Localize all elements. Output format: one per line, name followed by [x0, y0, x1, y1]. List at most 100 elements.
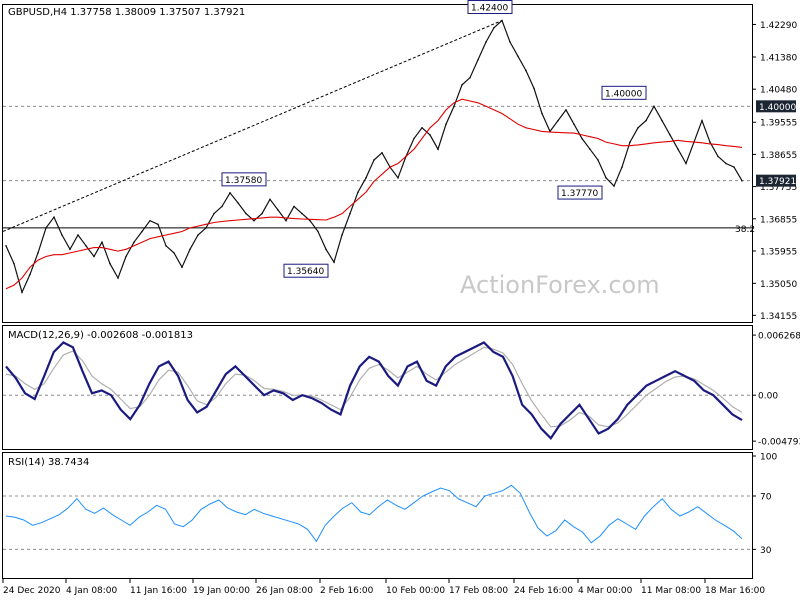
price-point — [165, 244, 167, 247]
x-tick-label: 17 Feb 08:00 — [449, 586, 508, 596]
price-tag-box — [756, 174, 796, 187]
price-point — [301, 212, 303, 215]
price-point — [701, 119, 703, 122]
price-point — [45, 227, 47, 229]
price-point — [109, 262, 111, 265]
rsi-title: RSI(14) 38.7434 — [8, 457, 89, 468]
price-point — [637, 126, 639, 129]
price-point — [21, 291, 23, 294]
price-point — [261, 212, 263, 215]
price-y-tick-label: 1.41380 — [760, 53, 797, 63]
price-point — [485, 41, 487, 43]
price-point — [597, 159, 599, 161]
x-tick-label: 2 Feb 16:00 — [320, 586, 374, 596]
macd-layer: 0.006268 0.00 -0.004793 — [3, 332, 800, 448]
price-point — [253, 219, 255, 222]
price-y-tick-label: 1.40480 — [760, 86, 797, 96]
trend-line — [2, 20, 503, 232]
price-title: GBPUSD,H4 1.37758 1.38009 1.37507 1.3792… — [8, 7, 245, 18]
price-point — [293, 205, 295, 208]
price-point — [669, 134, 671, 136]
price-point — [373, 159, 375, 161]
price-point — [557, 119, 559, 122]
price-point — [205, 227, 207, 229]
rsi-line — [5, 484, 743, 544]
price-annotations-layer: 1.42400 1.37580 1.35640 1.37770 1.40000 — [221, 0, 647, 278]
annotation-label: 1.35640 — [287, 267, 324, 277]
price-point — [725, 162, 727, 165]
annotation-label: 1.37770 — [561, 189, 598, 199]
price-point — [197, 234, 199, 236]
x-tick-label: 19 Jan 00:00 — [193, 586, 250, 596]
price-point — [117, 277, 119, 279]
rsi-pane-frame — [2, 452, 753, 579]
price-pane-frame — [2, 4, 753, 323]
price-point — [349, 212, 351, 215]
price-point — [413, 137, 415, 140]
annotation-label: 1.40000 — [605, 89, 642, 99]
price-point — [565, 109, 567, 111]
price-point — [221, 205, 223, 208]
price-point — [181, 266, 183, 269]
annotation-label: 1.42400 — [471, 4, 508, 14]
price-point — [61, 234, 63, 236]
x-tick-label: 24 Feb 16:00 — [514, 586, 573, 596]
rsi-y-tick-label: 70 — [760, 493, 772, 503]
price-point — [517, 55, 519, 58]
price-point — [645, 119, 647, 122]
macd-y-tick-label: -0.004793 — [758, 438, 800, 448]
annotation-box — [467, 0, 513, 15]
price-y-tick-label: 1.37755 — [760, 183, 797, 193]
x-tick-label: 11 Jan 16:00 — [130, 586, 187, 596]
price-point — [93, 255, 95, 258]
price-point — [317, 230, 319, 233]
macd-signal-line — [5, 346, 743, 428]
price-point — [133, 241, 135, 243]
price-point — [85, 244, 87, 247]
price-y-tick-label: 1.34155 — [760, 312, 797, 322]
price-point — [461, 84, 463, 86]
x-tick-label: 4 Jan 08:00 — [66, 586, 118, 596]
price-point — [453, 105, 455, 108]
price-point — [573, 123, 575, 126]
rsi-y-tick-label: 100 — [760, 453, 777, 463]
price-point — [605, 177, 607, 179]
price-point — [533, 87, 535, 90]
price-point — [661, 119, 663, 122]
annotation-label: 1.37580 — [225, 176, 262, 186]
x-tick-label: 18 Mar 16:00 — [705, 586, 765, 596]
price-point — [437, 148, 439, 151]
price-tag-label: 1.37921 — [759, 177, 796, 187]
price-point — [445, 123, 447, 126]
price-point — [509, 41, 511, 43]
price-point — [613, 185, 615, 187]
price-point — [141, 230, 143, 233]
price-point — [653, 105, 655, 108]
price-point — [621, 166, 623, 168]
price-point — [677, 148, 679, 151]
price-point — [709, 141, 711, 143]
price-point — [29, 273, 31, 276]
price-axis-layer: 1.42290 1.41380 1.40480 1.39555 1.38655 1.377… — [752, 21, 797, 322]
macd-title: MACD(12,26,9) -0.002608 -0.001813 — [8, 330, 193, 341]
price-point — [429, 134, 431, 136]
x-tick-label: 24 Dec 2020 — [3, 586, 61, 596]
price-point — [397, 177, 399, 179]
price-point — [157, 223, 159, 226]
annotation-box — [557, 185, 603, 200]
price-point — [101, 241, 103, 243]
price-point — [229, 192, 231, 194]
price-point — [269, 198, 271, 201]
price-point — [357, 191, 359, 193]
price-tag-box — [756, 100, 796, 113]
price-series-layer — [5, 19, 743, 295]
annotation-box — [601, 85, 647, 100]
price-point — [69, 248, 71, 251]
price-y-tick-label: 1.36855 — [760, 215, 797, 225]
macd-y-tick-label: 0.006268 — [758, 332, 800, 342]
price-point — [53, 216, 55, 218]
price-point — [325, 248, 327, 251]
price-point — [213, 212, 215, 215]
x-tick-label: 4 Mar 00:00 — [578, 586, 633, 596]
